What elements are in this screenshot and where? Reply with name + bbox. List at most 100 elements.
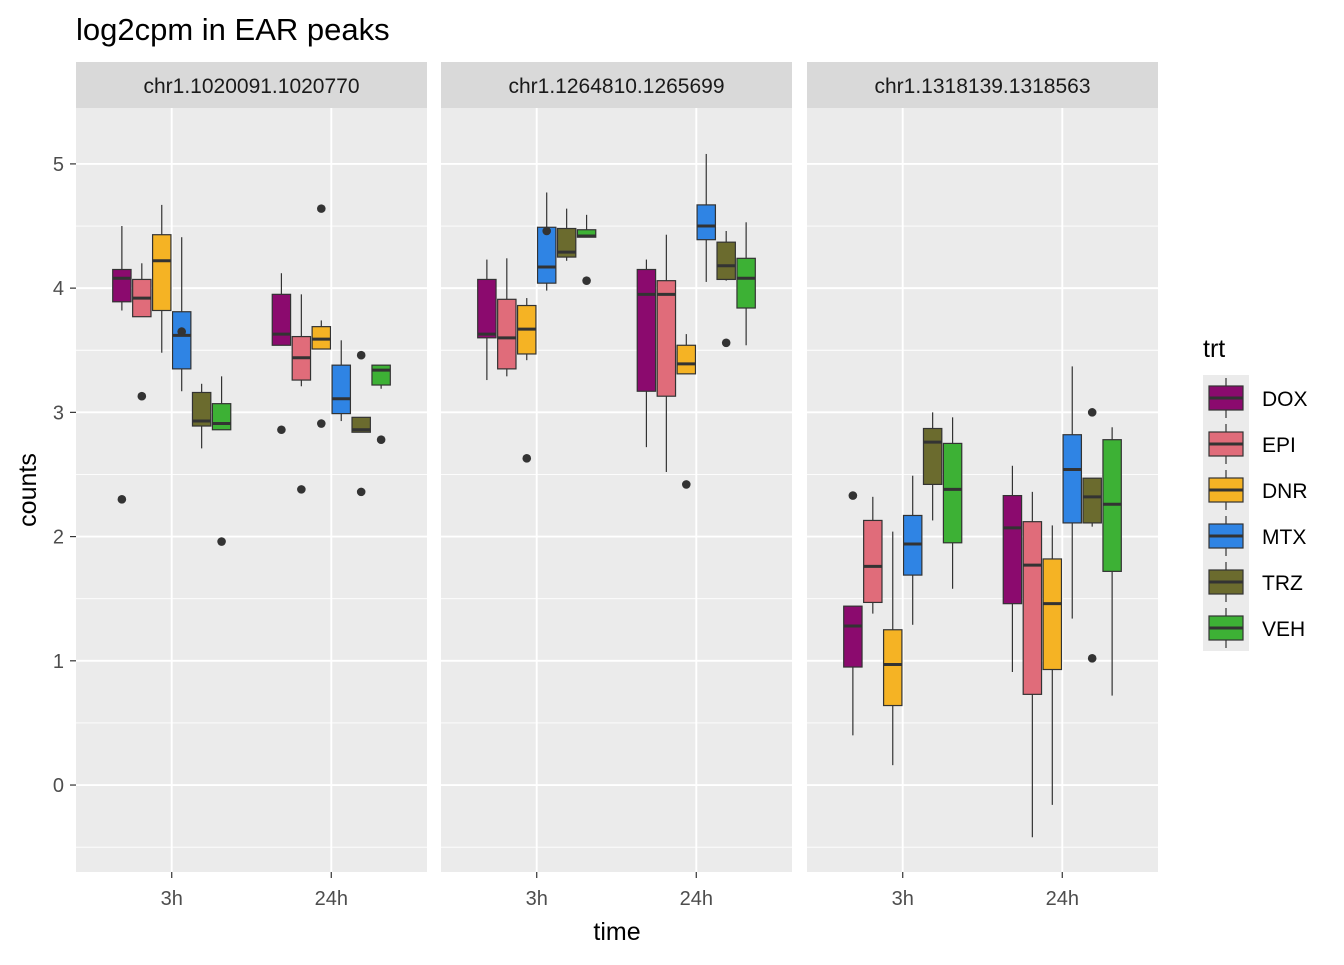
outlier-point (297, 485, 306, 494)
facet-strip-label: chr1.1318139.1318563 (874, 75, 1090, 98)
outlier-point (356, 487, 366, 497)
x-axis-title: time (593, 918, 640, 946)
legend-label: EPI (1262, 434, 1296, 457)
box-epi (497, 258, 517, 377)
x-tick-label: 24h (680, 888, 713, 910)
box-body (1082, 477, 1102, 524)
box-veh (942, 417, 963, 589)
box-dnr (151, 204, 172, 353)
box-body (882, 629, 903, 707)
box-body (271, 293, 292, 346)
outlier-point (376, 435, 386, 444)
box-body (1042, 558, 1063, 671)
outlier-point (848, 491, 858, 500)
y-tick-label: 3 (53, 402, 64, 424)
box-veh (371, 364, 391, 444)
facet-strip (441, 62, 792, 108)
box-dnr (516, 298, 537, 463)
outlier-point (317, 204, 326, 213)
box-body (1062, 434, 1083, 524)
x-tick-label: 3h (526, 888, 548, 910)
legend-label: DNR (1262, 480, 1308, 503)
facet-panel: chr1.1264810.1265699 3h 24h (441, 62, 792, 910)
legend-label: DOX (1262, 388, 1308, 411)
box-body (676, 344, 697, 375)
outlier-point (117, 495, 127, 504)
box-body (556, 227, 577, 258)
facet-panels: chr1.1020091.1020770 3h 24h 0 1 2 3 4 5 chr1.1264… (53, 62, 1158, 910)
box-body (497, 298, 517, 370)
outlier-point (356, 350, 366, 360)
box-body (736, 257, 756, 309)
box-body (1002, 494, 1023, 605)
box-body (171, 311, 192, 370)
x-tick-label: 24h (1046, 888, 1079, 910)
box-trz (922, 412, 943, 521)
box-body (656, 280, 677, 397)
y-tick-label: 5 (53, 154, 64, 176)
box-body (843, 605, 863, 668)
panel-background (76, 108, 427, 872)
y-tick-label: 1 (53, 651, 64, 673)
outlier-point (542, 226, 551, 236)
box-body (536, 226, 557, 284)
outlier-point (682, 480, 691, 489)
box-body (371, 364, 391, 386)
y-tick-label: 2 (53, 527, 64, 549)
chart-title: log2cpm in EAR peaks (76, 12, 390, 47)
outlier-point (277, 425, 286, 435)
legend: trt DOX EPI DNR MTX TRZ VEH (1203, 335, 1308, 651)
panel-background (441, 108, 792, 872)
x-tick-label: 3h (892, 888, 914, 910)
box-dox (843, 491, 863, 736)
box-body (191, 391, 212, 427)
y-tick-label: 4 (53, 278, 64, 300)
outlier-point (177, 327, 186, 336)
legend-item-mtx: MTX (1203, 513, 1306, 559)
box-body (942, 442, 963, 544)
box-trz (556, 208, 577, 261)
box-dnr (676, 334, 697, 489)
y-tick-label: 0 (53, 775, 64, 797)
box-mtx (331, 340, 352, 422)
box-body (112, 268, 132, 303)
outlier-point (582, 276, 591, 285)
box-body (477, 278, 497, 339)
outlier-point (1087, 408, 1097, 417)
box-veh (1102, 427, 1122, 696)
facet-strip (807, 62, 1158, 108)
facet-strip (76, 62, 427, 108)
box-mtx (171, 237, 192, 392)
legend-items: DOX EPI DNR MTX TRZ VEH (1203, 375, 1308, 651)
x-tick-label: 3h (161, 888, 183, 910)
box-body (331, 364, 352, 415)
box-body (1022, 521, 1043, 695)
facet-panel: chr1.1318139.1318563 3h 24h (807, 62, 1158, 910)
box-mtx (902, 475, 923, 625)
box-trz (1082, 408, 1102, 663)
legend-item-dnr: DNR (1203, 467, 1308, 513)
facet-strip-label: chr1.1264810.1265699 (508, 75, 724, 98)
outlier-point (317, 419, 326, 428)
box-body (863, 519, 883, 604)
legend-item-veh: VEH (1203, 605, 1305, 651)
outlier-point (721, 338, 731, 348)
box-dox (112, 226, 132, 504)
box-dnr (311, 204, 332, 428)
box-epi (863, 496, 883, 614)
outlier-point (217, 537, 226, 546)
box-body (922, 427, 943, 486)
legend-label: TRZ (1262, 572, 1303, 595)
x-tick-label: 24h (315, 888, 348, 910)
box-dnr (1042, 525, 1063, 805)
outlier-point (1087, 654, 1097, 663)
box-epi (291, 294, 312, 494)
facet-strip-label: chr1.1020091.1020770 (143, 75, 359, 98)
box-body (696, 204, 717, 241)
box-veh (736, 222, 756, 346)
legend-title: trt (1203, 335, 1225, 363)
box-dox (477, 259, 497, 381)
box-epi (132, 263, 152, 401)
legend-label: MTX (1262, 526, 1306, 549)
box-mtx (1062, 366, 1083, 619)
